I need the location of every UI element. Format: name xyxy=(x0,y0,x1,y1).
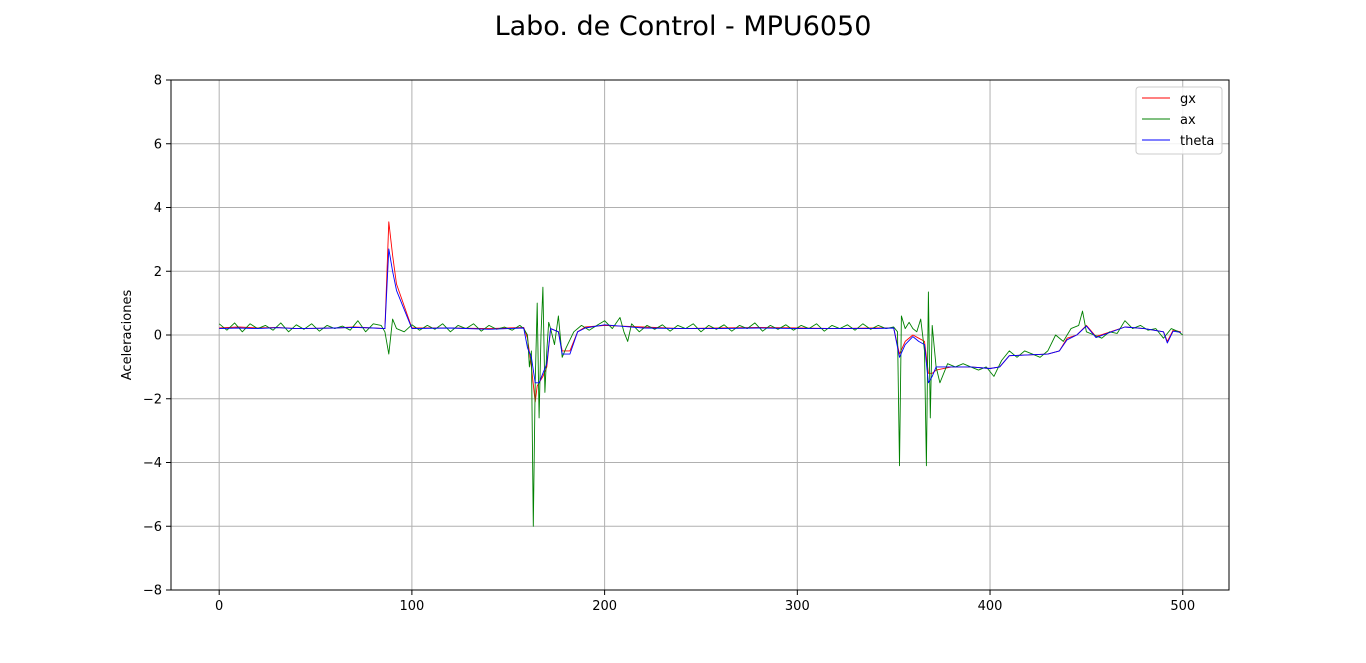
legend: gx ax theta xyxy=(1135,86,1223,155)
y-tick-label: −4 xyxy=(143,456,162,471)
legend-label-theta: theta xyxy=(1180,134,1214,149)
x-tick-label: 200 xyxy=(592,599,617,614)
y-tick-label: −6 xyxy=(143,520,162,535)
x-tick-label: 400 xyxy=(978,599,1003,614)
series-line-ax xyxy=(218,286,1183,527)
x-tick-label: 500 xyxy=(1170,599,1195,614)
grid xyxy=(171,80,1229,590)
x-tick-label: 100 xyxy=(399,599,424,614)
legend-label-ax: ax xyxy=(1180,113,1196,128)
legend-box xyxy=(1135,86,1223,155)
legend-label-gx: gx xyxy=(1180,92,1196,107)
y-tick-label: −2 xyxy=(143,392,162,407)
y-tick-label: −8 xyxy=(143,584,162,599)
y-tick-label: 8 xyxy=(154,74,162,89)
y-tick-label: 4 xyxy=(154,201,162,216)
y-tick-label: 0 xyxy=(154,329,162,344)
series-line-gx xyxy=(219,221,1181,403)
chart-title: Labo. de Control - MPU6050 xyxy=(495,11,872,42)
series-line-theta xyxy=(219,248,1181,384)
axes-ticks: 0 100 200 300 400 500 −8 −6 −4 −2 0 2 4 6 8 xyxy=(143,74,1195,615)
y-tick-label: 2 xyxy=(154,265,162,280)
x-tick-label: 0 xyxy=(215,599,223,614)
series-layer xyxy=(218,221,1183,527)
x-tick-label: 300 xyxy=(785,599,810,614)
y-tick-label: 6 xyxy=(154,137,162,152)
y-axis-label: Aceleraciones xyxy=(120,290,135,381)
